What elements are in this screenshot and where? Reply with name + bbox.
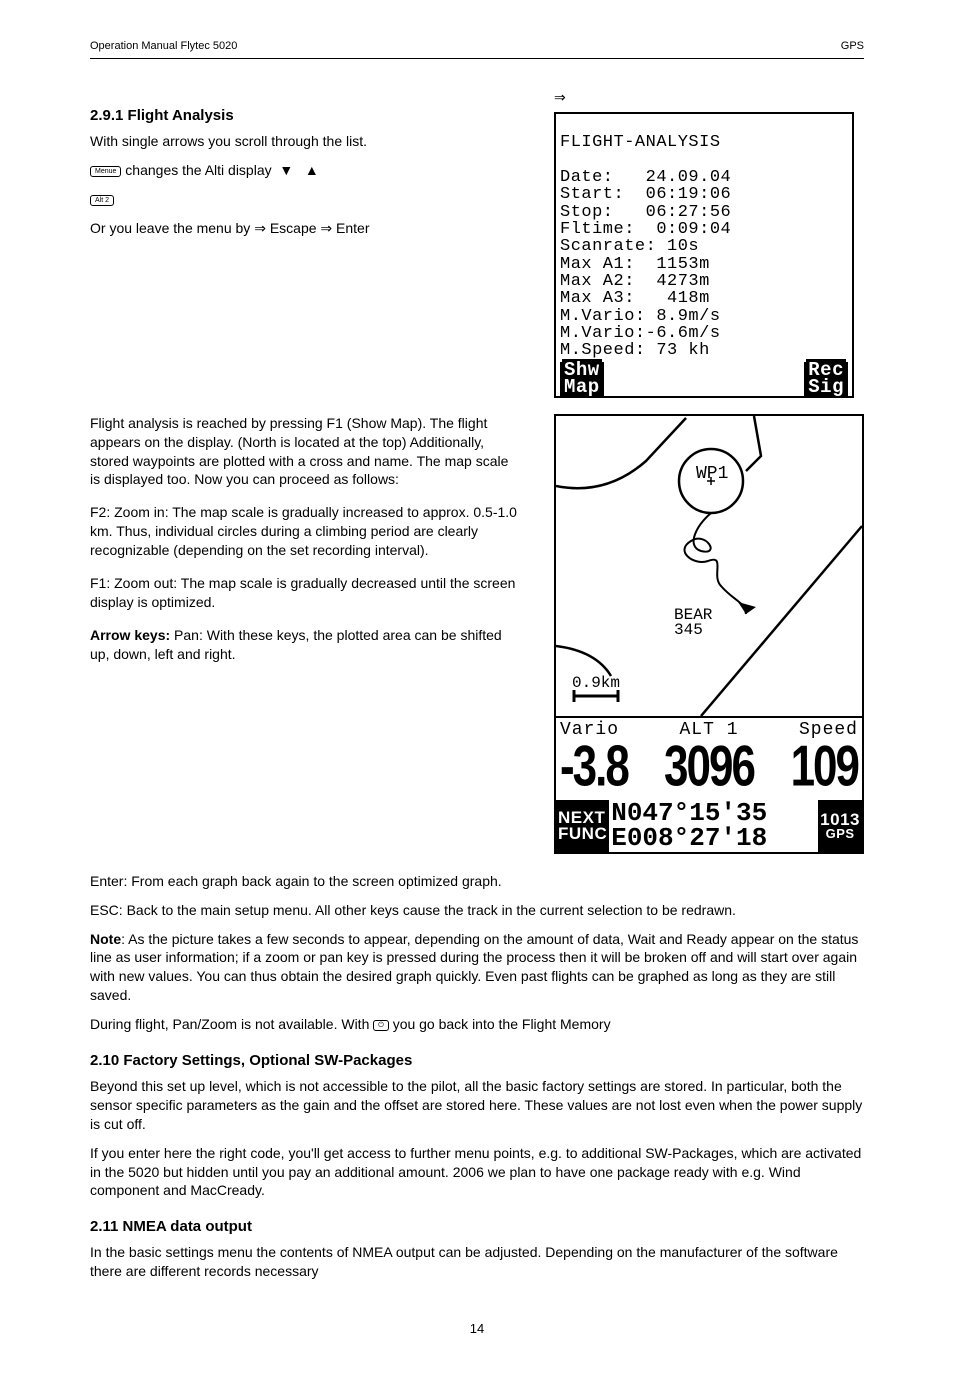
arrow-keys-label: Arrow keys: (90, 627, 170, 643)
note-text: : As the picture takes a few seconds to … (90, 931, 858, 1004)
note-label: Note (90, 931, 121, 947)
map-display: WP1 BEAR 345 0.9km Vario -3.8 ALT 1 3096 (554, 414, 864, 854)
coord-text: N047°15'35E008°27'18 (609, 800, 818, 852)
vario-value: -3.8 (560, 740, 659, 794)
lcd-line: Max A1: 1153m (560, 255, 710, 274)
1013-gps-pill[interactable]: 1013 GPS (818, 800, 862, 852)
lcd-line: Max A2: 4273m (560, 272, 710, 291)
flight-analysis-lcd: FLIGHT-ANALYSIS Date: 24.09.04 Start: 06… (554, 112, 854, 398)
shw-map-button[interactable]: Shw Map (560, 362, 604, 396)
lcd-title: FLIGHT-ANALYSIS (560, 133, 721, 152)
header-right: GPS (841, 40, 864, 52)
next-func-pill[interactable]: NEXT FUNC (556, 800, 609, 852)
nav-text-2: changes the Alti display (125, 162, 271, 178)
speed-value: 109 (759, 740, 858, 794)
alt2-button[interactable]: Alt 2 (90, 195, 114, 206)
section-title-factory: 2.10 Factory Settings, Optional SW-Packa… (90, 1052, 864, 1069)
factory-p2: If you enter here the right code, you'll… (90, 1144, 864, 1201)
para-zoom-out: F1: Zoom out: The map scale is gradually… (90, 574, 520, 612)
rec-sig-button[interactable]: Rec Sig (804, 362, 848, 396)
enter-label: Enter (336, 220, 369, 236)
lcd-line: Date: 24.09.04 (560, 168, 731, 187)
note2-a: During flight, Pan/Zoom is not available… (90, 1016, 369, 1032)
note2-b: you go back into the Flight Memory (393, 1016, 611, 1032)
alt-value: 3096 (659, 740, 758, 794)
lcd-line: Scanrate: 10s (560, 237, 699, 256)
nav-text-1: With single arrows you scroll through th… (90, 133, 367, 149)
scale-label: 0.9km (572, 674, 620, 692)
nav-text-3: Or you leave the menu by (90, 220, 250, 236)
lcd-line: Fltime: 0:09:04 (560, 220, 731, 239)
lcd-line: M.Speed: 73 kh (560, 341, 710, 360)
lcd-line: Start: 06:19:06 (560, 185, 731, 204)
factory-p1: Beyond this set up level, which is not a… (90, 1077, 864, 1134)
nmea-p1: In the basic settings menu the contents … (90, 1243, 864, 1281)
map-svg (556, 416, 864, 716)
page-number: 14 (90, 1321, 864, 1336)
para-esc: ESC: Back to the main setup menu. All ot… (90, 901, 864, 920)
lcd-line: Stop: 06:27:56 (560, 203, 731, 222)
escape-label: Escape (270, 220, 317, 236)
menu-button[interactable]: Menue (90, 166, 121, 177)
lcd-line: Max A3: 418m (560, 289, 710, 308)
power-icon-button[interactable]: ⏻ (373, 1020, 389, 1031)
wp-label: WP1 (696, 464, 728, 484)
para-show-map: Flight analysis is reached by pressing F… (90, 414, 520, 490)
header-left: Operation Manual Flytec 5020 (90, 40, 237, 52)
para-enter: Enter: From each graph back again to the… (90, 872, 864, 891)
lcd-line: M.Vario:-6.6m/s (560, 324, 721, 343)
lcd-line: M.Vario: 8.9m/s (560, 307, 721, 326)
divider (90, 58, 864, 59)
para-zoom-in: F2: Zoom in: The map scale is gradually … (90, 503, 520, 560)
section-title-flight-analysis: 2.9.1 Flight Analysis (90, 107, 520, 124)
bear-value: 345 (674, 623, 712, 638)
section-title-nmea: 2.11 NMEA data output (90, 1218, 864, 1235)
